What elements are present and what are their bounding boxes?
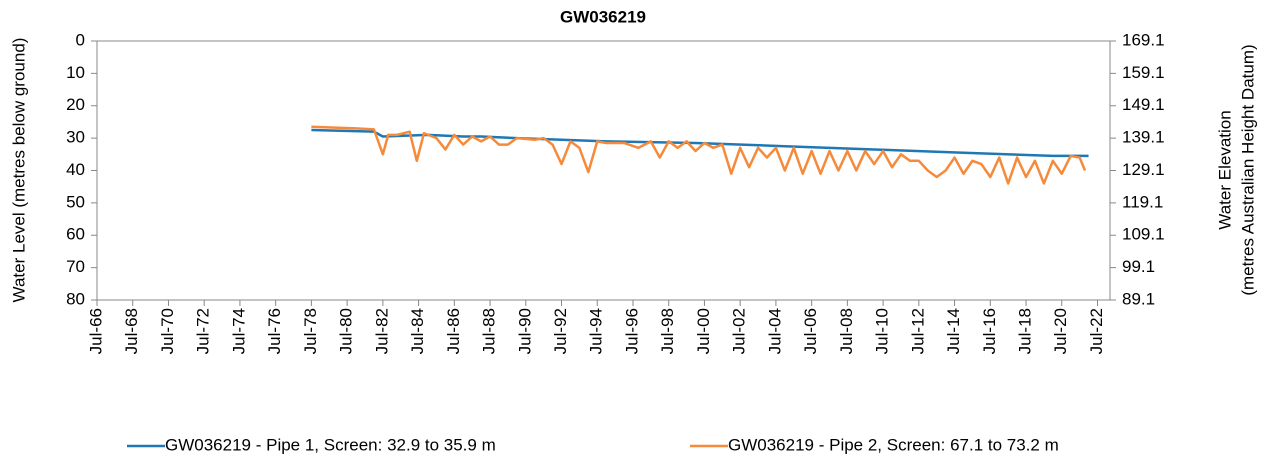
y2-axis-label: (metres Australian Height Datum) [1238,44,1257,295]
x-tick-label: Jul-94 [587,308,606,354]
x-tick-label: Jul-80 [337,308,356,354]
x-tick-label: Jul-14 [944,308,963,354]
y2-tick-label: 129.1 [1122,160,1165,179]
x-tick-label: Jul-72 [194,308,213,354]
x-tick-label: Jul-98 [658,308,677,354]
y-tick-label: 60 [66,225,85,244]
y-tick-label: 10 [66,63,85,82]
legend-label: GW036219 - Pipe 2, Screen: 67.1 to 73.2 … [728,435,1059,454]
x-tick-label: Jul-92 [551,308,570,354]
y-tick-label: 30 [66,128,85,147]
y2-tick-label: 109.1 [1122,225,1165,244]
x-tick-label: Jul-22 [1087,308,1106,354]
x-tick-label: Jul-76 [265,308,284,354]
y-tick-label: 80 [66,289,85,308]
x-tick-label: Jul-68 [122,308,141,354]
y-tick-label: 50 [66,192,85,211]
y-axis-label: Water Level (metres below ground) [9,38,28,303]
x-tick-label: Jul-10 [873,308,892,354]
x-tick-label: Jul-08 [837,308,856,354]
x-tick-label: Jul-12 [908,308,927,354]
x-tick-label: Jul-04 [765,308,784,354]
x-tick-label: Jul-82 [372,308,391,354]
y2-tick-label: 169.1 [1122,30,1165,49]
x-tick-label: Jul-70 [158,308,177,354]
x-tick-label: Jul-86 [444,308,463,354]
y2-axis-label: Water Elevation [1215,110,1234,229]
series-line [311,125,1087,185]
plot-frame [96,40,1111,301]
x-tick-label: Jul-18 [1016,308,1035,354]
x-tick-label: Jul-90 [515,308,534,354]
x-tick-label: Jul-02 [730,308,749,354]
chart-title: GW036219 [560,7,646,26]
x-tick-label: Jul-88 [480,308,499,354]
x-tick-label: Jul-96 [622,308,641,354]
y2-tick-label: 149.1 [1122,95,1165,114]
y2-tick-label: 89.1 [1122,289,1155,308]
x-tick-label: Jul-74 [229,308,248,354]
y2-tick-label: 119.1 [1122,192,1163,211]
x-tick-label: Jul-84 [408,308,427,354]
x-tick-label: Jul-78 [301,308,320,354]
legend-label: GW036219 - Pipe 1, Screen: 32.9 to 35.9 … [165,435,496,454]
y-tick-label: 0 [76,30,85,49]
x-tick-label: Jul-16 [980,308,999,354]
y2-tick-label: 139.1 [1122,128,1165,147]
x-tick-label: Jul-00 [694,308,713,354]
y-tick-label: 70 [66,257,85,276]
x-tick-label: Jul-20 [1051,308,1070,354]
y2-tick-label: 159.1 [1122,63,1165,82]
y2-tick-label: 99.1 [1122,257,1155,276]
x-tick-label: Jul-06 [801,308,820,354]
x-tick-label: Jul-66 [86,308,105,354]
y-tick-label: 20 [66,95,85,114]
y-tick-label: 40 [66,160,85,179]
series-line [311,128,1089,158]
